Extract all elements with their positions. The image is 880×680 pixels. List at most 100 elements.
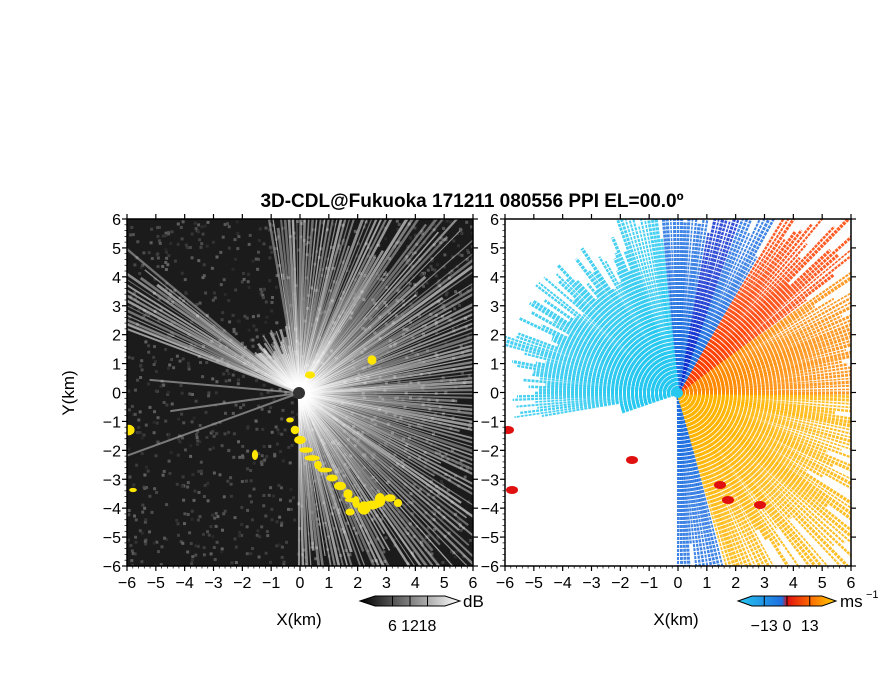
noise-cell (170, 358, 174, 361)
reflectivity-ray (297, 392, 365, 552)
reflectivity-overlay-blob (127, 424, 135, 436)
noise-cell (233, 516, 237, 520)
noise-cell (432, 496, 436, 499)
noise-cell (447, 531, 451, 535)
noise-cell (386, 422, 390, 426)
noise-cell (465, 258, 469, 262)
noise-cell (361, 453, 365, 457)
reflectivity-ray (298, 340, 473, 394)
noise-cell (155, 540, 159, 544)
noise-cell (158, 241, 162, 245)
noise-cell (376, 272, 379, 276)
noise-cell (401, 398, 405, 402)
noise-cell (148, 494, 152, 498)
noise-cell (423, 465, 427, 469)
velocity-ray (676, 219, 785, 394)
reflectivity-x-tick-label: 2 (353, 575, 362, 592)
noise-cell (413, 251, 417, 255)
noise-cell (183, 278, 187, 282)
velocity-ray (619, 219, 680, 394)
noise-cell (154, 454, 158, 458)
noise-cell (220, 357, 224, 361)
noise-cell (147, 313, 151, 317)
noise-cell (249, 338, 253, 342)
reflectivity-x-tick-label: −4 (176, 575, 194, 592)
noise-cell (134, 297, 138, 301)
noise-cell (140, 316, 144, 320)
noise-cell (432, 432, 435, 436)
noise-cell (241, 454, 245, 458)
noise-cell (194, 399, 198, 403)
reflectivity-ray (276, 227, 301, 394)
noise-cell (164, 261, 168, 264)
noise-cell (334, 447, 338, 451)
reflectivity-x-axis-title: X(km) (276, 610, 321, 629)
reflectivity-ray (298, 310, 453, 394)
reflectivity-colorbar-ticks: 6 12 18 (388, 596, 437, 635)
noise-cell (251, 315, 255, 319)
noise-cell (425, 484, 429, 488)
noise-cell (182, 299, 186, 303)
noise-cell (404, 278, 408, 282)
reflectivity-ray (298, 223, 427, 394)
noise-cell (277, 484, 281, 487)
reflectivity-y-tick-label: −6 (103, 559, 121, 576)
noise-cell (432, 471, 436, 475)
noise-cell (277, 431, 281, 435)
velocity-edge-blob (714, 481, 726, 489)
noise-cell (237, 440, 240, 444)
noise-cell (405, 356, 409, 360)
noise-cell (214, 511, 218, 515)
noise-cell (384, 381, 388, 385)
velocity-ray (677, 292, 851, 394)
noise-cell (308, 464, 312, 468)
velocity-y-tick-label: −5 (481, 530, 499, 547)
reflectivity-ray (297, 392, 305, 566)
noise-cell (184, 291, 188, 295)
noise-cell (383, 273, 387, 276)
noise-cell (415, 525, 419, 529)
noise-cell (203, 483, 207, 487)
noise-cell (422, 332, 425, 336)
noise-cell (264, 226, 268, 230)
noise-cell (220, 547, 224, 551)
noise-cell (457, 409, 461, 413)
velocity-y-tick-label: 1 (490, 357, 499, 374)
noise-cell (236, 232, 240, 235)
noise-cell (168, 472, 172, 475)
reflectivity-overlay-blob (304, 371, 316, 379)
noise-cell (150, 510, 154, 514)
noise-cell (434, 451, 438, 455)
noise-cell (341, 469, 344, 473)
noise-cell (453, 307, 457, 311)
noise-cell (129, 544, 133, 547)
noise-cell (236, 247, 240, 251)
noise-cell (357, 470, 361, 474)
noise-cell (363, 327, 367, 331)
noise-cell (441, 561, 445, 564)
noise-cell (418, 314, 421, 318)
noise-cell (212, 471, 216, 475)
velocity-y-tick-label: 3 (490, 299, 499, 316)
reflectivity-x-tick-label: −2 (233, 575, 251, 592)
noise-cell (369, 317, 373, 321)
noise-cell (280, 432, 284, 436)
noise-cell (292, 496, 295, 500)
noise-cell (296, 220, 300, 223)
noise-cell (270, 388, 274, 392)
noise-cell (314, 557, 318, 561)
reflectivity-ray (139, 276, 300, 395)
noise-cell (152, 355, 156, 359)
reflectivity-overlay-blob (317, 467, 333, 473)
noise-cell (459, 228, 463, 232)
reflectivity-ray (298, 219, 318, 394)
noise-cell (367, 246, 371, 250)
noise-cell (247, 357, 251, 361)
noise-cell (337, 247, 341, 251)
noise-cell (262, 334, 265, 338)
noise-cell (170, 331, 173, 335)
reflectivity-ray (298, 392, 366, 566)
noise-cell (183, 512, 187, 516)
noise-cell (198, 238, 202, 242)
noise-cell (270, 300, 274, 304)
